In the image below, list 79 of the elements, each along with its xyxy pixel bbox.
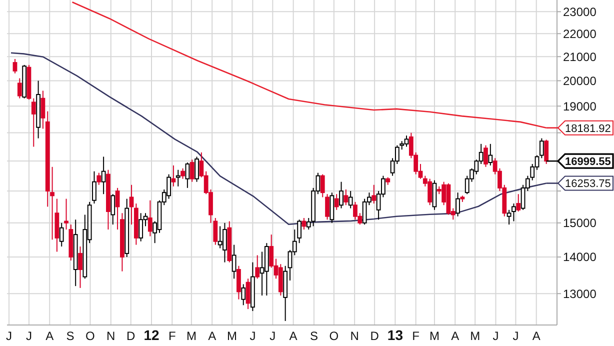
candlestick xyxy=(148,200,152,237)
x-tick-label: O xyxy=(329,329,339,343)
candlestick xyxy=(12,58,18,74)
y-tick-label: 13000 xyxy=(563,286,597,301)
candlestick xyxy=(330,192,334,224)
candlestick xyxy=(185,162,190,188)
candlestick xyxy=(129,184,134,226)
candlestick xyxy=(59,222,64,248)
x-tick-label: A xyxy=(46,329,54,343)
x-tick-label: 12 xyxy=(144,327,160,343)
y-tick-label: 14000 xyxy=(563,250,597,264)
candlestick xyxy=(246,278,250,310)
candlestick xyxy=(539,138,544,159)
x-tick-label: N xyxy=(106,329,116,343)
x-tick-label: A xyxy=(451,329,460,343)
x-tick-label: F xyxy=(412,329,420,343)
x-tick-label: S xyxy=(66,329,74,343)
candlestick xyxy=(348,190,353,209)
y-tick-label: 20000 xyxy=(563,74,597,88)
x-tick-label: M xyxy=(227,329,238,343)
x-tick-label: J xyxy=(492,329,499,343)
x-tick-label: J xyxy=(270,329,276,343)
candlestick xyxy=(339,181,344,209)
candlestick xyxy=(17,78,22,99)
x-tick-label: J xyxy=(6,329,12,343)
annotation: 18181.92 xyxy=(565,122,611,135)
y-tick-label: 21000 xyxy=(563,50,597,64)
candlestick xyxy=(110,194,116,226)
candlestick xyxy=(344,188,348,206)
candlestick xyxy=(297,219,302,244)
x-tick-label: M xyxy=(186,329,196,343)
candlestick xyxy=(180,168,185,180)
candlestick xyxy=(115,187,120,230)
y-tick-label: 15000 xyxy=(563,216,597,230)
x-tick-label: 13 xyxy=(387,327,404,343)
candlestick xyxy=(516,194,521,212)
candlestick xyxy=(40,90,46,130)
x-tick-label: M xyxy=(470,329,480,343)
x-tick-label: J xyxy=(250,329,256,343)
candlestick xyxy=(92,170,96,204)
x-tick-label: N xyxy=(350,329,359,343)
y-tick-label: 22000 xyxy=(563,26,597,41)
candlestick xyxy=(484,144,488,168)
candlestick xyxy=(232,244,236,280)
candlestick xyxy=(325,194,330,220)
y-tick-label: 23000 xyxy=(563,4,597,19)
candlestick xyxy=(241,284,246,306)
x-tick-label: D xyxy=(370,329,380,343)
annotation: 16999.55 xyxy=(565,156,611,168)
x-tick-label: F xyxy=(168,329,176,343)
candlestick xyxy=(31,98,36,148)
x-tick-label: J xyxy=(26,329,32,343)
candlestick xyxy=(320,174,325,198)
x-tick-label: M xyxy=(429,329,440,343)
candlestick xyxy=(488,143,493,166)
candlestick xyxy=(78,246,82,288)
x-tick-label: O xyxy=(86,329,95,343)
candlestick xyxy=(334,194,339,210)
y-tick-label: 19000 xyxy=(563,99,597,114)
candlestick xyxy=(96,172,102,186)
candlestick xyxy=(176,169,180,187)
candlestick xyxy=(101,156,106,195)
x-tick-label: A xyxy=(532,329,540,343)
candlestick xyxy=(138,212,144,242)
x-tick-label: J xyxy=(512,329,519,343)
x-tick-label: A xyxy=(208,329,216,343)
x-tick-label: A xyxy=(289,329,298,343)
candlestick xyxy=(456,192,460,217)
candlestick xyxy=(171,164,176,187)
candlestick xyxy=(372,184,376,204)
candlestick xyxy=(194,156,199,182)
candlestick xyxy=(544,139,549,164)
x-tick-label: S xyxy=(310,329,318,343)
candlestick xyxy=(236,265,241,300)
candlestick xyxy=(190,159,194,182)
candlestick xyxy=(432,180,437,210)
annotation: 16253.75 xyxy=(565,178,611,190)
candlestick xyxy=(255,254,260,280)
x-tick-label: D xyxy=(126,329,136,343)
